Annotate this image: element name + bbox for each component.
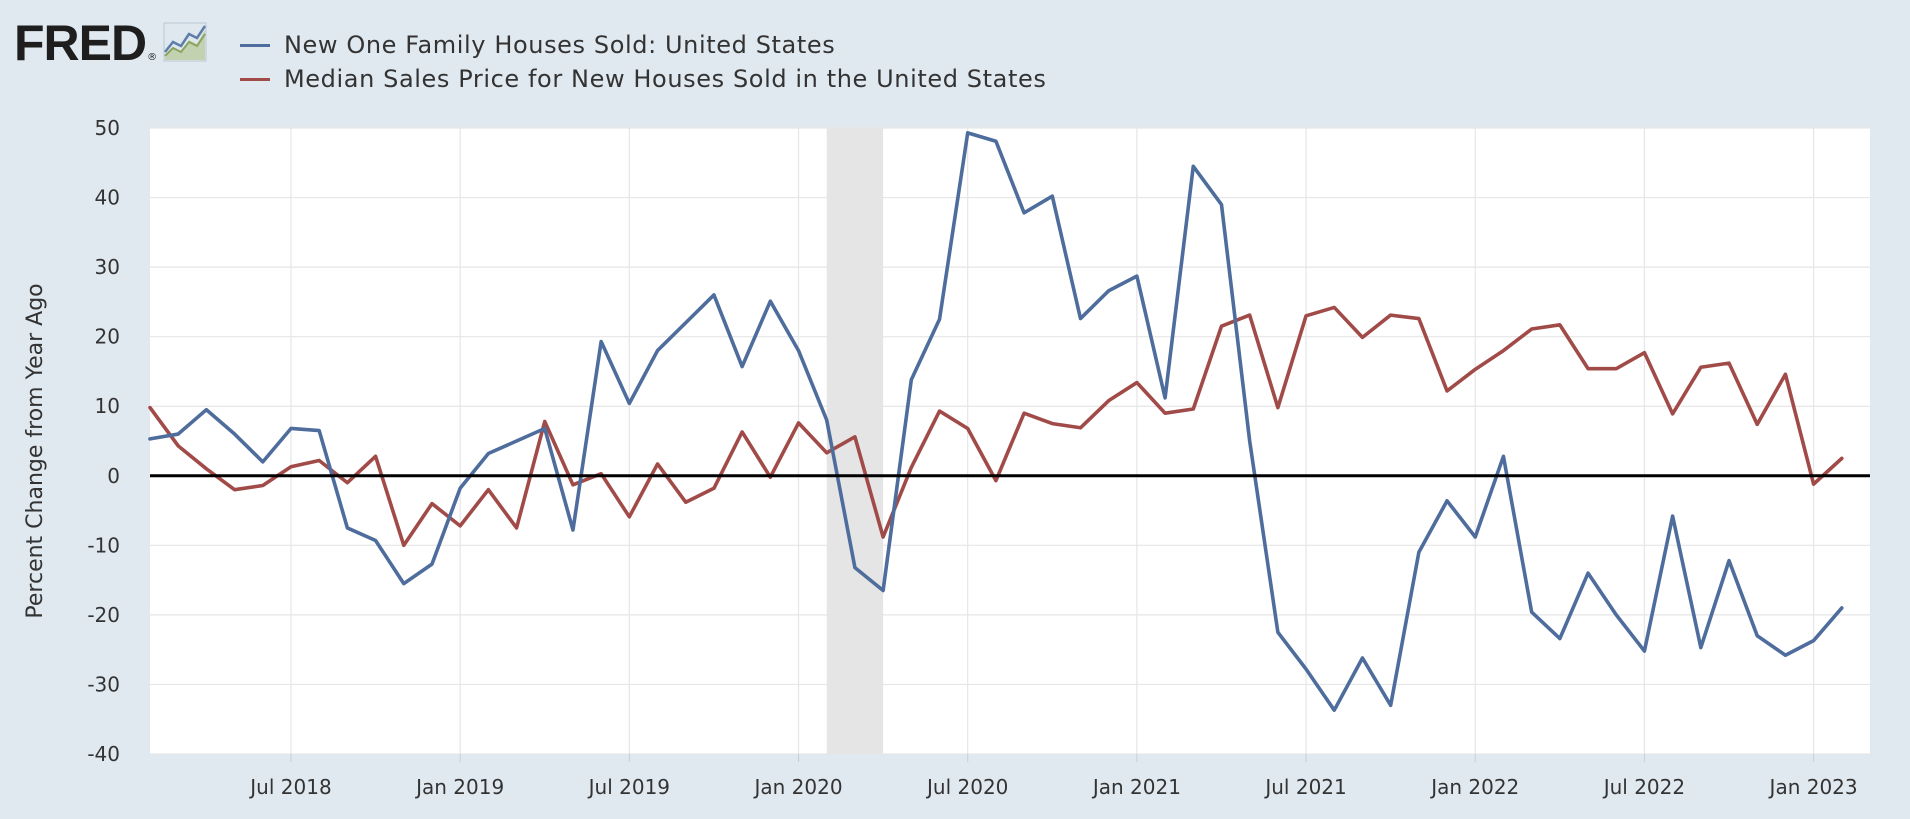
y-tick-label: -10 <box>87 533 120 557</box>
y-tick-label: -30 <box>87 672 120 696</box>
y-tick-label: 10 <box>95 394 120 418</box>
registered-mark: ® <box>147 52 158 63</box>
legend-label-houses-sold: New One Family Houses Sold: United State… <box>284 31 836 59</box>
x-tick-label: Jul 2018 <box>248 775 331 799</box>
x-tick-label: Jan 2022 <box>1429 775 1519 799</box>
x-tick-label: Jan 2020 <box>752 775 842 799</box>
y-axis-ticks: 50 40 30 20 10 0 -10 -20 -30 -40 <box>87 116 120 766</box>
x-tick-label: Jan 2019 <box>414 775 504 799</box>
y-tick-label: -20 <box>87 603 120 627</box>
legend: New One Family Houses Sold: United State… <box>240 28 1046 96</box>
fred-logo-text: FRED <box>14 15 147 71</box>
series-lines <box>148 131 1844 712</box>
legend-swatch-red <box>240 77 270 81</box>
legend-item-median-price[interactable]: Median Sales Price for New Houses Sold i… <box>240 62 1046 96</box>
x-tick-label: Jul 2021 <box>1263 775 1346 799</box>
x-tick-label: Jul 2019 <box>587 775 670 799</box>
fred-logo[interactable]: FRED ® <box>14 18 207 68</box>
mini-chart-icon <box>163 22 207 62</box>
y-tick-label: 40 <box>95 186 120 210</box>
y-tick-label: 20 <box>95 325 120 349</box>
y-tick-label: 30 <box>95 255 120 279</box>
x-tick-label: Jul 2022 <box>1602 775 1685 799</box>
x-tick-label: Jul 2020 <box>925 775 1008 799</box>
y-tick-label: 0 <box>107 464 120 488</box>
y-axis-title: Percent Change from Year Ago <box>23 283 48 618</box>
legend-swatch-blue <box>240 43 270 47</box>
y-tick-label: 50 <box>95 116 120 140</box>
y-tick-label: -40 <box>87 742 120 766</box>
x-tick-label: Jan 2021 <box>1091 775 1181 799</box>
x-axis-ticks: Jul 2018 Jan 2019 Jul 2019 Jan 2020 Jul 2020… <box>248 754 1858 799</box>
plot-area <box>150 128 1870 754</box>
legend-label-median-price: Median Sales Price for New Houses Sold i… <box>284 65 1047 93</box>
series-line-median-price[interactable] <box>148 305 1844 548</box>
x-tick-label: Jan 2023 <box>1768 775 1858 799</box>
legend-item-houses-sold[interactable]: New One Family Houses Sold: United State… <box>240 28 1046 62</box>
series-line-houses-sold[interactable] <box>148 131 1844 712</box>
